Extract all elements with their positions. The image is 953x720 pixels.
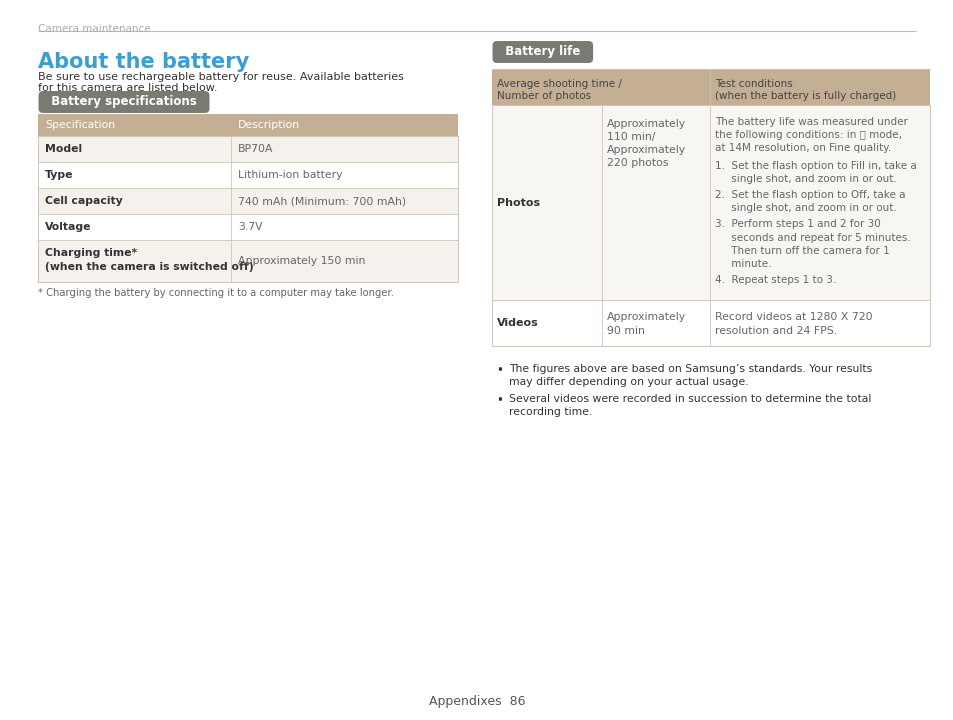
Text: Battery life: Battery life [497,45,588,58]
Text: 3.7V: 3.7V [237,222,262,232]
Bar [38,214,457,240]
Text: Record videos at 1280 X 720: Record videos at 1280 X 720 [714,312,872,322]
Text: 3.  Perform steps 1 and 2 for 30: 3. Perform steps 1 and 2 for 30 [714,220,880,230]
Text: minute.: minute. [714,259,771,269]
Bar [492,105,929,300]
Text: single shot, and zoom in or out.: single shot, and zoom in or out. [714,174,896,184]
Text: BP70A: BP70A [237,144,274,154]
Text: seconds and repeat for 5 minutes.: seconds and repeat for 5 minutes. [714,233,910,243]
Text: Appendixes  86: Appendixes 86 [428,695,525,708]
Text: (when the camera is switched off): (when the camera is switched off) [45,262,253,272]
Text: Approximately: Approximately [606,145,685,155]
Text: Average shooting time /: Average shooting time / [497,79,621,89]
Text: •: • [497,394,503,407]
Text: 220 photos: 220 photos [606,158,668,168]
Text: single shot, and zoom in or out.: single shot, and zoom in or out. [714,203,896,213]
Text: About the battery: About the battery [38,52,249,72]
Text: Cell capacity: Cell capacity [45,196,123,206]
Text: Lithium-ion battery: Lithium-ion battery [237,170,342,180]
Text: Model: Model [45,144,82,154]
Text: Photos: Photos [497,197,539,207]
Text: Then turn off the camera for 1: Then turn off the camera for 1 [714,246,889,256]
Text: 2.  Set the flash option to Off, take a: 2. Set the flash option to Off, take a [714,190,904,200]
Text: 110 min/: 110 min/ [606,132,655,142]
Text: Description: Description [237,120,300,130]
Text: Be sure to use rechargeable battery for reuse. Available batteries: Be sure to use rechargeable battery for … [38,72,403,82]
Text: may differ depending on your actual usage.: may differ depending on your actual usag… [509,377,748,387]
Bar [38,136,457,282]
Text: resolution and 24 FPS.: resolution and 24 FPS. [714,326,836,336]
Bar [492,300,929,346]
Bar [38,162,457,188]
Text: Camera maintenance: Camera maintenance [38,24,151,34]
Bar [38,188,457,214]
Text: Videos: Videos [497,318,538,328]
Text: 4.  Repeat steps 1 to 3.: 4. Repeat steps 1 to 3. [714,275,836,285]
Text: (when the battery is fully charged): (when the battery is fully charged) [714,91,895,101]
Text: Approximately 150 min: Approximately 150 min [237,256,365,266]
Text: * Charging the battery by connecting it to a computer may take longer.: * Charging the battery by connecting it … [38,288,394,298]
Text: Approximately: Approximately [606,119,685,129]
Text: The figures above are based on Samsung’s standards. Your results: The figures above are based on Samsung’s… [509,364,871,374]
Bar [492,105,929,346]
Bar [38,136,457,162]
Text: Specification: Specification [45,120,115,130]
Bar [38,114,457,136]
Text: Voltage: Voltage [45,222,91,232]
Text: 90 min: 90 min [606,326,644,336]
Text: Number of photos: Number of photos [497,91,591,101]
Text: Charging time*: Charging time* [45,248,137,258]
Text: for this camera are listed below.: for this camera are listed below. [38,83,217,93]
Text: Battery specifications: Battery specifications [43,96,205,109]
Text: the following conditions: in Ⓐ mode,: the following conditions: in Ⓐ mode, [714,130,901,140]
Text: The battery life was measured under: The battery life was measured under [714,117,907,127]
Bar [492,69,929,105]
Text: Test conditions: Test conditions [714,79,792,89]
Text: Approximately: Approximately [606,312,685,322]
Text: at 14M resolution, on Fine quality.: at 14M resolution, on Fine quality. [714,143,890,153]
Text: Several videos were recorded in succession to determine the total: Several videos were recorded in successi… [509,394,870,404]
Text: recording time.: recording time. [509,407,592,417]
Bar [38,240,457,282]
Text: •: • [497,364,503,377]
Text: 740 mAh (Minimum: 700 mAh): 740 mAh (Minimum: 700 mAh) [237,196,406,206]
Text: Type: Type [45,170,73,180]
Text: 1.  Set the flash option to Fill in, take a: 1. Set the flash option to Fill in, take… [714,161,916,171]
